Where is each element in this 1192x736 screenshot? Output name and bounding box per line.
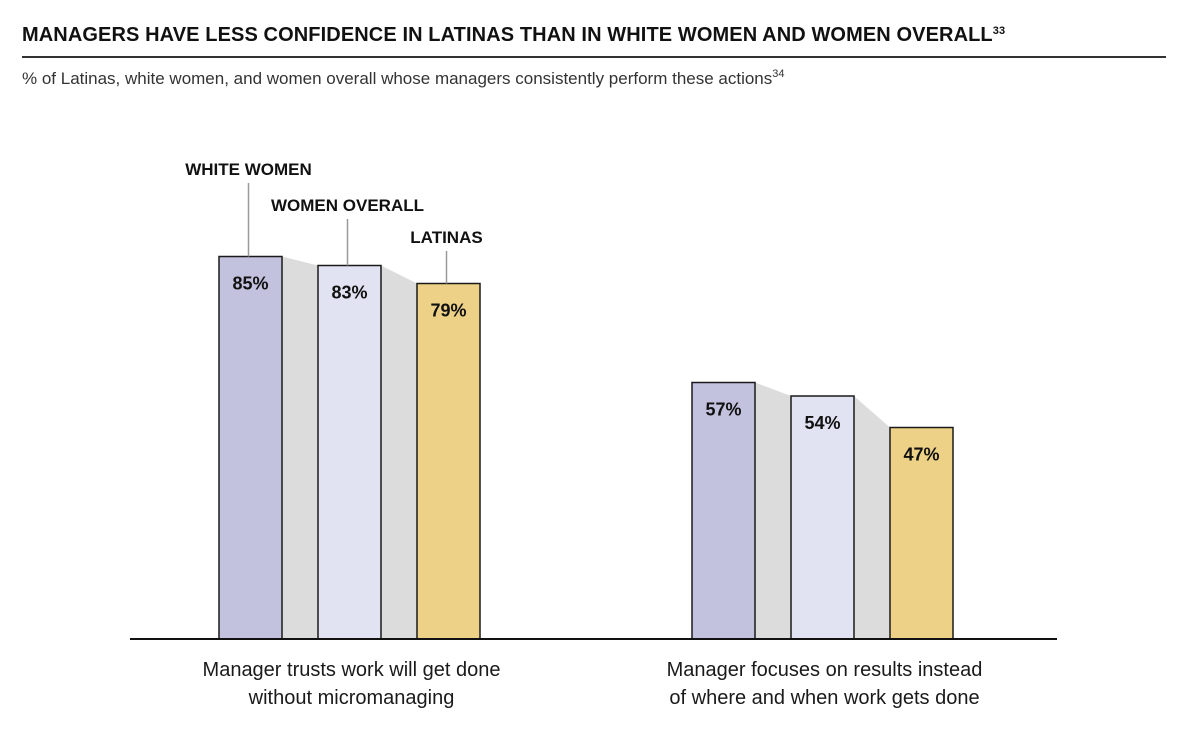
connector-shape — [854, 396, 890, 639]
bar-value-label: 85% — [232, 274, 268, 294]
category-label: of where and when work gets done — [669, 687, 979, 709]
bar-women-overall — [790, 395, 855, 640]
chart-subtitle: % of Latinas, white women, and women ove… — [22, 68, 1166, 90]
bar-women-overall — [317, 264, 382, 640]
bar-value-label: 57% — [705, 400, 741, 420]
title-divider — [22, 56, 1166, 58]
bar-value-label: 83% — [331, 283, 367, 303]
chart-title-text: MANAGERS HAVE LESS CONFIDENCE IN LATINAS… — [22, 24, 993, 46]
bar-latinas — [889, 426, 954, 640]
bar-value-label: 47% — [903, 445, 939, 465]
connector-shape — [755, 382, 791, 639]
bar-value-label: 79% — [430, 301, 466, 321]
chart-subtitle-text: % of Latinas, white women, and women ove… — [22, 69, 773, 88]
subtitle-footnote: 34 — [772, 68, 785, 80]
connector-shape — [381, 265, 417, 639]
bar-latinas — [416, 282, 481, 640]
legend-label-women-overall: WOMEN OVERALL — [271, 196, 424, 215]
chart-title: MANAGERS HAVE LESS CONFIDENCE IN LATINAS… — [22, 18, 1166, 52]
legend-label-latinas: LATINAS — [410, 228, 482, 247]
category-label: without micromanaging — [248, 687, 455, 709]
chart-header: MANAGERS HAVE LESS CONFIDENCE IN LATINAS… — [22, 18, 1166, 90]
bar-white-women — [218, 255, 283, 640]
title-footnote: 33 — [992, 25, 1006, 37]
category-label: Manager focuses on results instead — [667, 659, 983, 681]
legend-label-white-women: WHITE WOMEN — [185, 160, 312, 179]
bar-value-label: 54% — [804, 413, 840, 433]
category-label: Manager trusts work will get done — [203, 659, 501, 681]
bar-white-women — [691, 381, 756, 640]
connector-shape — [282, 256, 318, 639]
